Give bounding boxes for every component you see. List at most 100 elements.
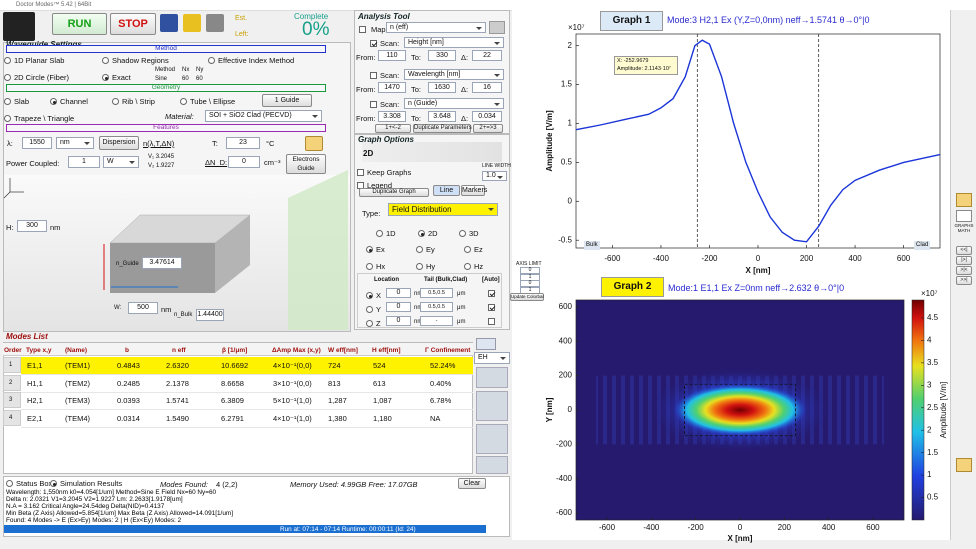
radio-button[interactable] (50, 480, 57, 487)
radio-button[interactable] (6, 480, 13, 487)
t[interactable]: 23 (226, 137, 260, 149)
settings-icon[interactable] (206, 14, 224, 32)
param[interactable]: Wavelength [nm] (404, 69, 504, 80)
nav[interactable]: >>| (956, 276, 972, 285)
line-width[interactable]: 1.0 (482, 171, 507, 181)
delta[interactable]: 0.034 (472, 111, 502, 122)
rows[interactable]: 0 (386, 302, 411, 312)
material[interactable]: SOI + SiO2 Clad (PECVD) (205, 110, 322, 122)
radio-button[interactable] (366, 246, 373, 253)
export-icon[interactable] (476, 338, 496, 350)
move-down-button[interactable] (476, 424, 508, 454)
param[interactable]: Height [nm] (404, 37, 504, 48)
nav[interactable]: <<| (956, 246, 972, 255)
stop[interactable]: STOP (110, 13, 156, 35)
radio-button[interactable] (102, 57, 109, 64)
buttons[interactable]: Duplicate Parameters (413, 124, 472, 133)
order-cell[interactable] (3, 374, 21, 391)
radio-button[interactable] (464, 263, 471, 270)
radio-button[interactable] (416, 263, 423, 270)
to[interactable]: 3.648 (428, 111, 456, 122)
nav[interactable]: |>| (956, 256, 972, 265)
radio-button[interactable] (459, 230, 466, 237)
polarization[interactable]: EH (474, 352, 510, 364)
checkbox[interactable] (488, 318, 495, 325)
map[interactable]: n (eff) (386, 22, 486, 33)
from[interactable]: 1470 (378, 82, 406, 93)
graph-icons[interactable] (362, 142, 502, 162)
to[interactable]: 330 (428, 50, 456, 61)
radio-button[interactable] (4, 57, 11, 64)
radio-button[interactable] (50, 98, 57, 105)
to[interactable]: 1630 (428, 82, 456, 93)
clear[interactable]: Clear (458, 478, 486, 489)
load-icon[interactable] (183, 14, 201, 32)
n-guide[interactable]: 3.47614 (142, 257, 182, 269)
type[interactable]: Field Distribution (388, 203, 498, 216)
radio-button[interactable] (208, 57, 215, 64)
order-cell[interactable] (3, 357, 21, 373)
guides[interactable]: 1 Guide (262, 94, 312, 107)
duplicate[interactable]: Duplicate Graph (359, 188, 429, 197)
move-bottom-button[interactable] (476, 456, 508, 474)
radio-button[interactable] (376, 230, 383, 237)
radio-button[interactable] (416, 246, 423, 253)
checkbox[interactable] (359, 26, 366, 33)
checkbox[interactable] (357, 169, 364, 176)
radio-button[interactable] (102, 74, 109, 81)
radio-button[interactable] (418, 230, 425, 237)
user-icon[interactable] (956, 458, 972, 472)
lambda[interactable]: 1550 (22, 137, 52, 149)
delta[interactable]: 16 (472, 82, 502, 93)
radio-button[interactable] (112, 98, 119, 105)
rows[interactable]: 0.5,0.5 (420, 302, 453, 312)
radio-button[interactable] (4, 74, 11, 81)
dn[interactable]: 0 (228, 156, 260, 168)
radio-button[interactable] (366, 320, 373, 327)
markers[interactable]: Markers (461, 185, 488, 196)
radio-button[interactable] (4, 115, 11, 122)
update[interactable]: Update Colorbar (510, 293, 545, 301)
power[interactable]: 1 (68, 156, 100, 168)
from[interactable]: 110 (378, 50, 406, 61)
radio-button[interactable] (180, 98, 187, 105)
user-icon[interactable] (956, 193, 972, 207)
radio-button[interactable] (366, 263, 373, 270)
n-bulk[interactable]: 1.44400 (196, 309, 224, 321)
checkbox[interactable] (370, 72, 377, 79)
user-icon[interactable] (305, 136, 323, 151)
move-up-button[interactable] (476, 391, 508, 421)
run[interactable]: RUN (52, 13, 107, 35)
w[interactable]: 500 (128, 302, 158, 314)
checkbox[interactable] (488, 290, 495, 297)
math-icon[interactable] (956, 210, 972, 222)
checkbox[interactable] (370, 40, 377, 47)
save-icon[interactable] (160, 14, 178, 32)
map-icon[interactable] (489, 21, 505, 34)
rows[interactable]: 0.5,0.5 (420, 288, 453, 298)
checkbox[interactable] (370, 101, 377, 108)
from[interactable]: 3.308 (378, 111, 406, 122)
buttons[interactable]: 2+=>3 (473, 124, 503, 133)
checkbox[interactable] (488, 304, 495, 311)
buttons[interactable]: 1+<-2 (375, 124, 411, 133)
h[interactable]: 300 (17, 220, 47, 232)
nav[interactable]: >|< (956, 266, 972, 275)
power-unit[interactable]: W (103, 156, 139, 168)
dispersion[interactable]: Dispersion (99, 136, 139, 150)
rows[interactable]: 0 (386, 316, 411, 326)
radio-button[interactable] (464, 246, 471, 253)
radio-button[interactable] (4, 98, 11, 105)
line[interactable]: Line (433, 185, 460, 196)
lambda-unit[interactable]: nm (56, 137, 94, 149)
radio-button[interactable] (366, 292, 373, 299)
rows[interactable]: - (420, 316, 453, 326)
selected-row[interactable] (21, 357, 473, 374)
order-cell[interactable] (3, 409, 21, 426)
param[interactable]: n (Guide) (404, 98, 504, 109)
rows[interactable]: 0 (386, 288, 411, 298)
move-top-button[interactable] (476, 367, 508, 388)
delta[interactable]: 22 (472, 50, 502, 61)
electrons-button[interactable] (286, 154, 326, 174)
radio-button[interactable] (366, 306, 373, 313)
